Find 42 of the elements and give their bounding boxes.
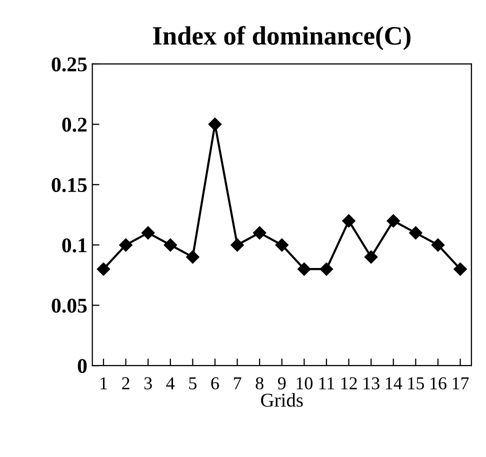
point xyxy=(142,226,155,240)
x-tick-label: 2 xyxy=(122,377,130,390)
point xyxy=(386,214,400,228)
point xyxy=(409,226,422,240)
y-tick-label: 0.2 xyxy=(62,118,87,132)
x-tick-label: 9 xyxy=(278,377,286,390)
y-tick-label: 0.15 xyxy=(52,178,87,192)
x-tick-label: 6 xyxy=(211,377,219,390)
x-tick-label: 8 xyxy=(256,377,264,390)
point xyxy=(364,250,378,264)
point xyxy=(275,238,288,252)
x-tick-label: 13 xyxy=(364,377,380,390)
y-tick-label: 0 xyxy=(78,358,87,374)
x-tick-label: 11 xyxy=(319,377,334,390)
point xyxy=(298,262,311,276)
x-tick-label: 7 xyxy=(234,377,242,390)
point xyxy=(96,262,110,276)
point xyxy=(208,118,222,131)
x-tick-label: 5 xyxy=(189,377,196,390)
point xyxy=(119,238,132,252)
point xyxy=(230,238,244,252)
x-tick-label: 3 xyxy=(144,377,152,390)
x-tick-label: 4 xyxy=(166,377,175,390)
x-tick-label: 1 xyxy=(100,377,107,390)
y-tick-label: 0.25 xyxy=(52,57,87,72)
point xyxy=(186,250,200,264)
y-tick-label: 0.05 xyxy=(52,298,87,313)
x-tick-label: 16 xyxy=(430,377,446,390)
point xyxy=(320,262,334,276)
point xyxy=(431,238,445,252)
x-tick-label: 12 xyxy=(341,377,357,390)
point xyxy=(252,226,266,240)
chart-title: Index of dominance(C) xyxy=(153,26,410,50)
x-tick-label: 17 xyxy=(452,377,469,390)
x-tick-label: 15 xyxy=(408,377,424,390)
point xyxy=(454,262,467,276)
x-axis-title: Grids xyxy=(261,393,303,407)
x-tick-label: 14 xyxy=(386,377,402,390)
y-tick-label: 0.1 xyxy=(62,238,86,252)
x-tick-label: 10 xyxy=(296,377,313,390)
point xyxy=(164,238,177,252)
point xyxy=(342,214,356,228)
